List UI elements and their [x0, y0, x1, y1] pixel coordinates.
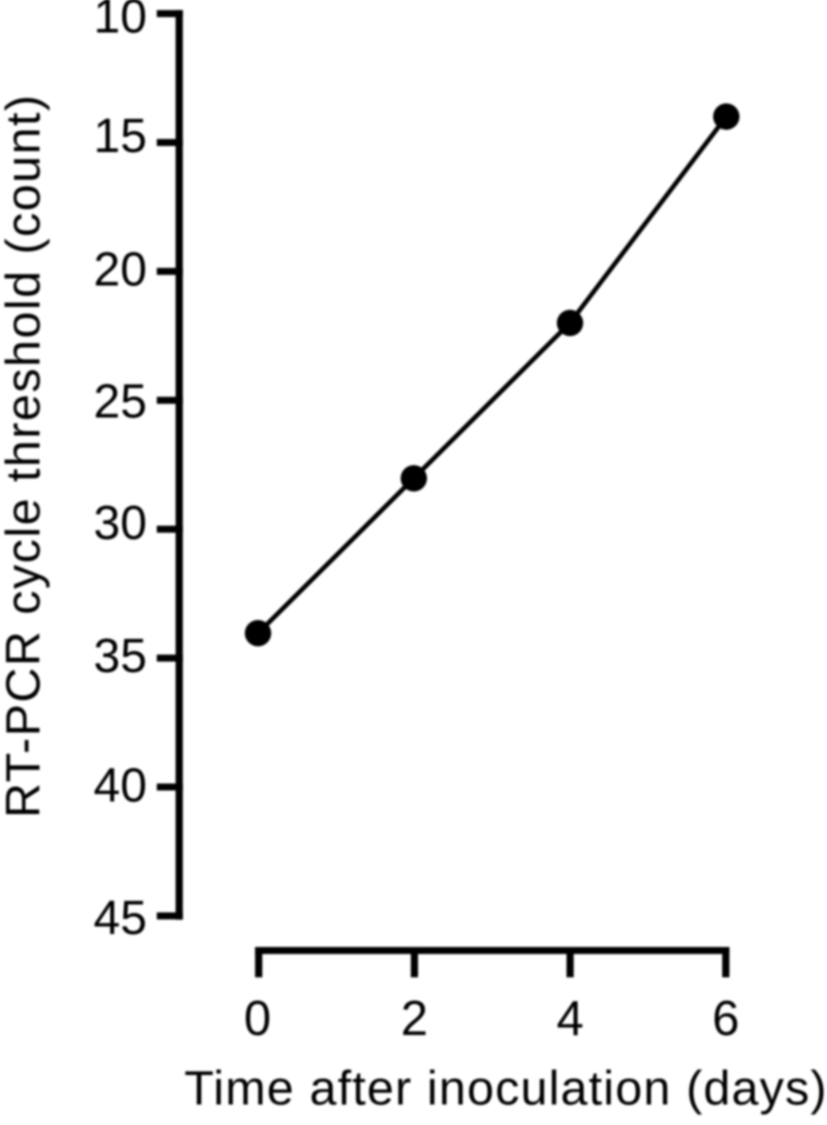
svg-text:4: 4 [556, 992, 583, 1046]
svg-text:Time after inoculation (days): Time after inoculation (days) [184, 1061, 827, 1115]
svg-text:10: 10 [94, 0, 147, 44]
svg-text:15: 15 [94, 110, 147, 163]
svg-text:35: 35 [94, 630, 147, 683]
svg-text:25: 25 [94, 376, 147, 429]
svg-text:2: 2 [401, 992, 428, 1046]
svg-text:0: 0 [244, 992, 271, 1046]
svg-text:45: 45 [94, 892, 147, 945]
svg-text:40: 40 [94, 759, 147, 812]
svg-text:20: 20 [94, 244, 147, 297]
svg-text:RT-PCR cycle threshold (count): RT-PCR cycle threshold (count) [0, 93, 51, 818]
svg-text:6: 6 [712, 992, 739, 1046]
svg-text:30: 30 [94, 497, 147, 550]
